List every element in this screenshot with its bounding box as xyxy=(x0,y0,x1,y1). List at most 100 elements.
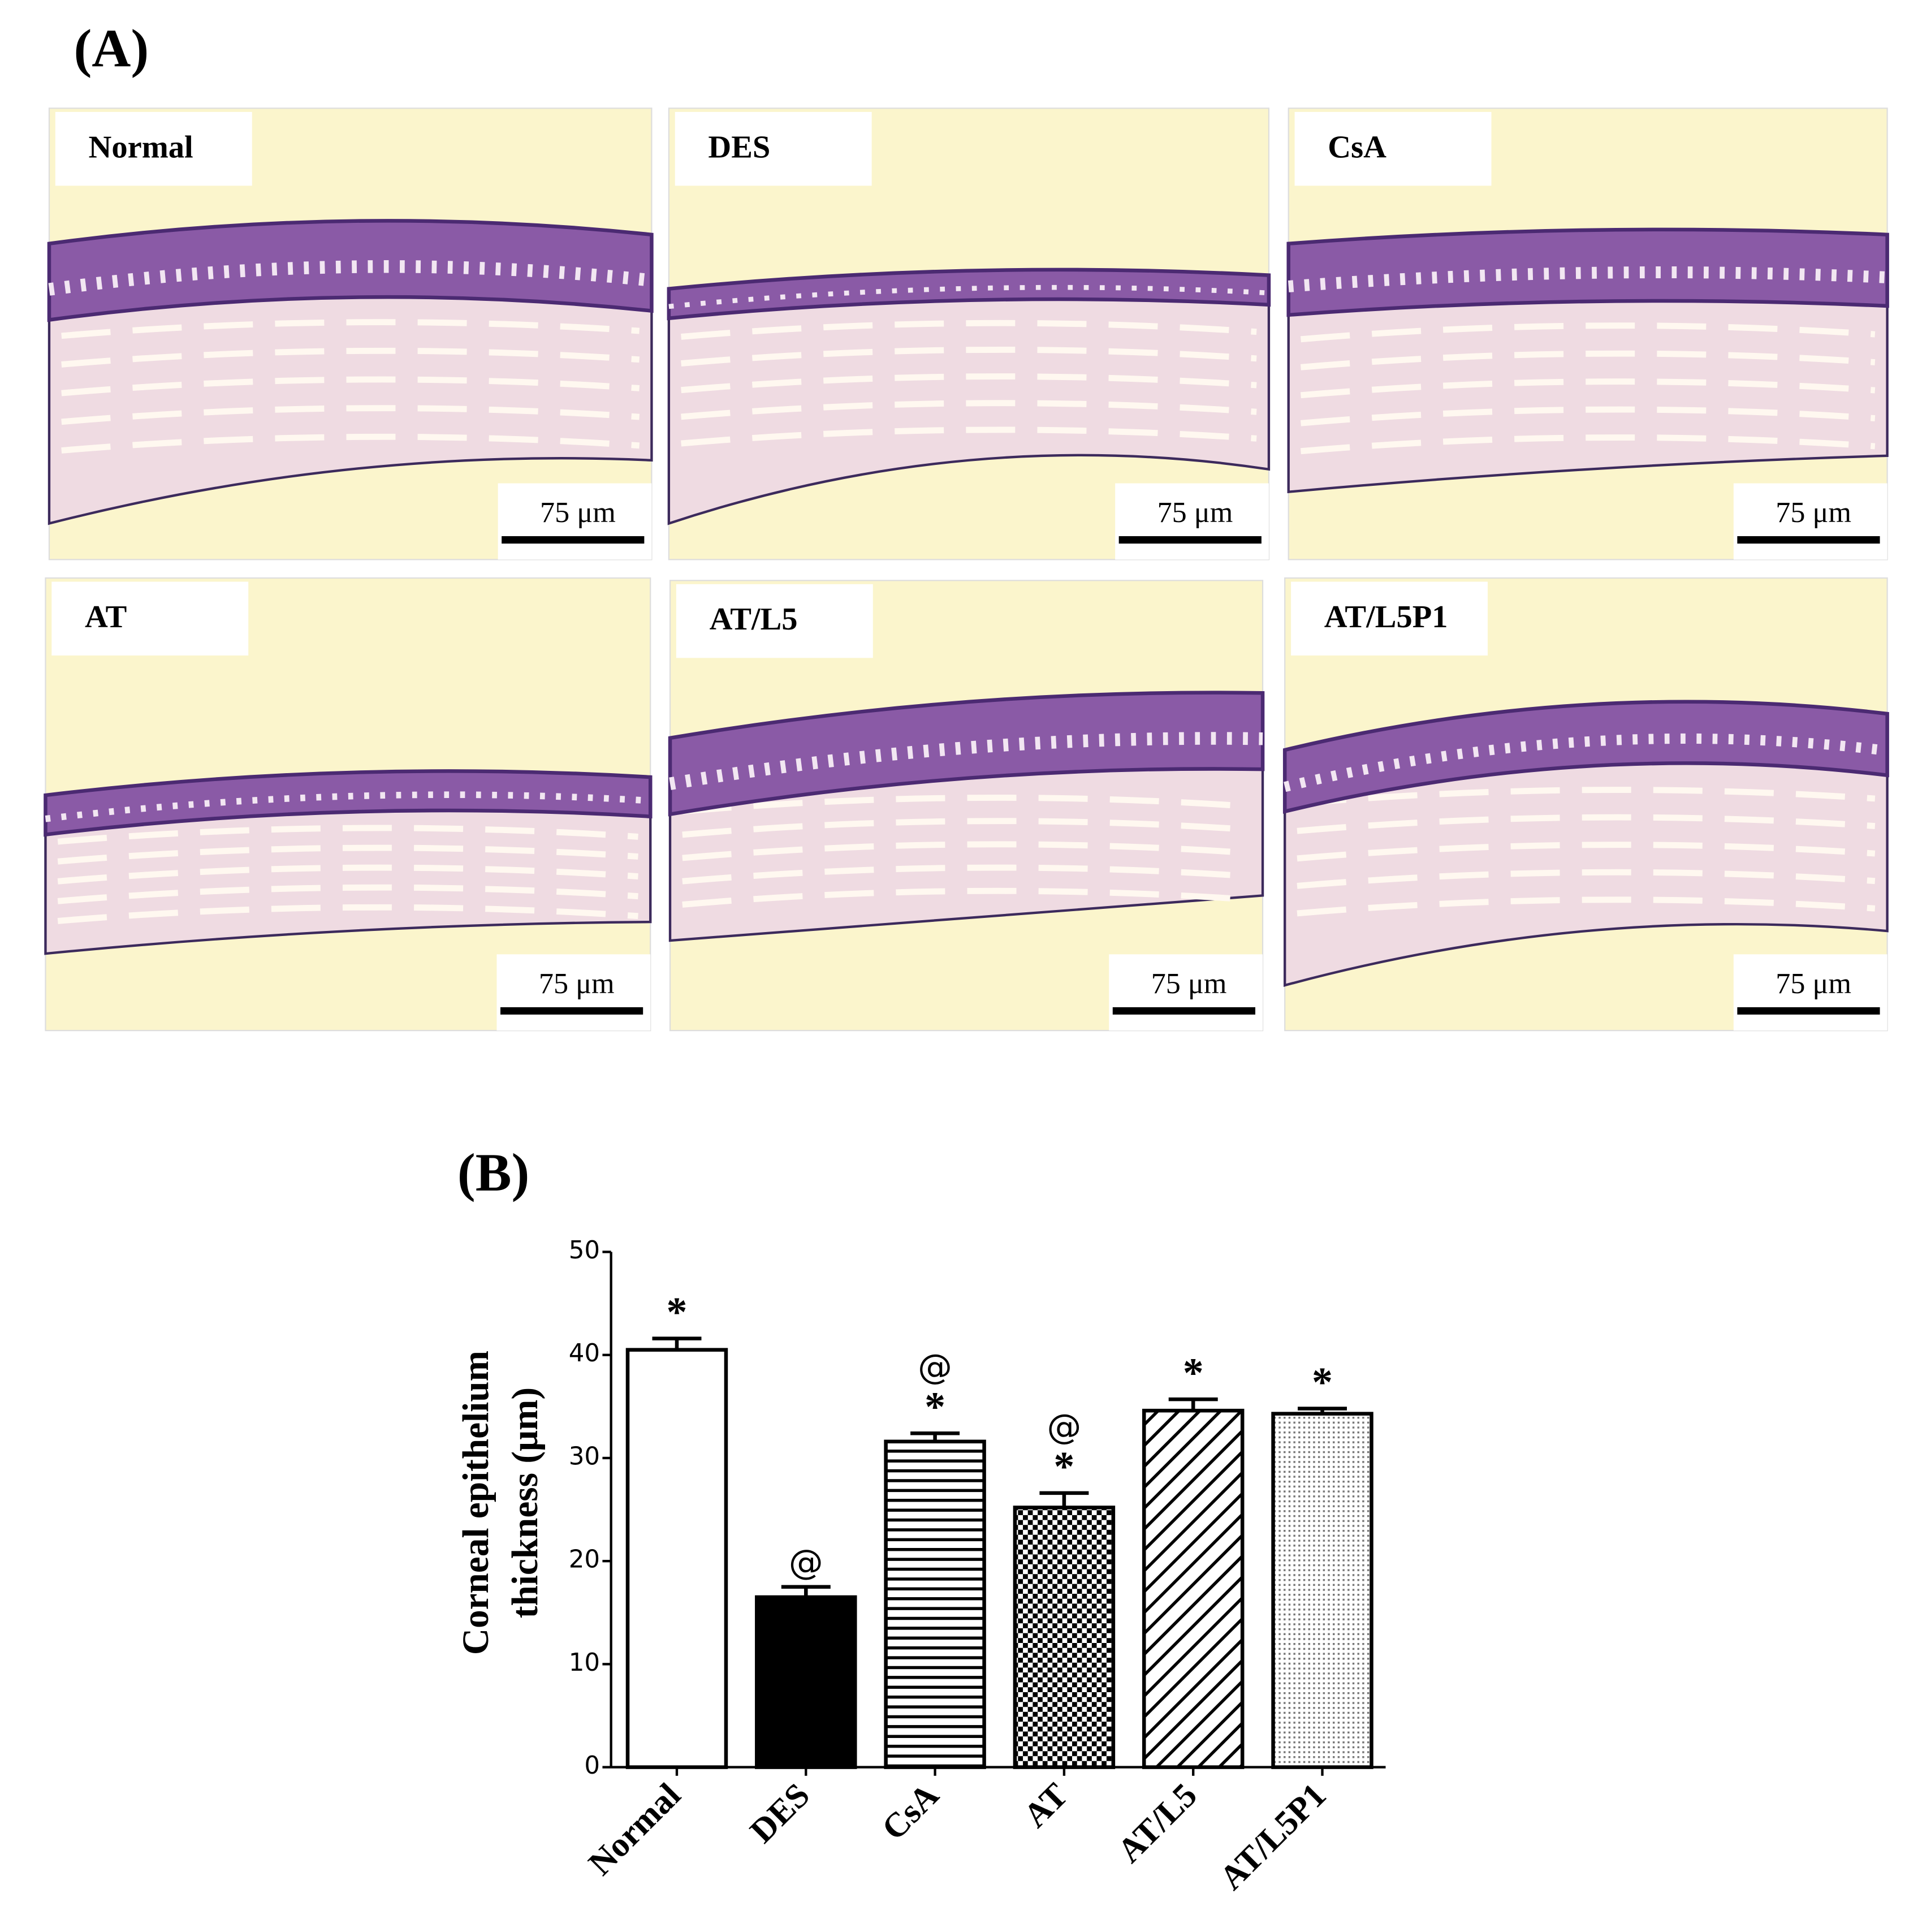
micrograph: Normal 75 μm xyxy=(47,107,654,560)
scale-text: 75 μm xyxy=(540,497,616,529)
stroma-streak xyxy=(1301,350,1876,370)
y-axis-label: Corneal epithelium xyxy=(456,1351,496,1655)
scale-box xyxy=(498,483,652,560)
micrograph: AT/L5 75 μm xyxy=(668,580,1265,1032)
significance-mark: @ xyxy=(789,1542,823,1582)
bar xyxy=(625,1348,728,1769)
epithelium-cells xyxy=(668,284,1269,309)
stroma-streak xyxy=(1297,869,1876,889)
bar xyxy=(884,1439,986,1769)
scale-text: 75 μm xyxy=(539,968,615,1000)
label-box xyxy=(1294,111,1492,186)
stroma-streak xyxy=(57,884,638,904)
significance-mark: * xyxy=(1183,1349,1204,1396)
epithelium xyxy=(668,691,1265,817)
y-tick-label: 30 xyxy=(569,1442,600,1470)
stroma-streak xyxy=(1301,322,1876,343)
stroma-streak xyxy=(57,904,638,924)
stroma-streak xyxy=(681,320,1257,340)
y-tick-label: 20 xyxy=(569,1546,600,1574)
bar xyxy=(1013,1506,1116,1769)
stroma-streak xyxy=(1297,842,1876,862)
stroma-streak xyxy=(57,864,638,885)
scale-box xyxy=(1733,483,1887,560)
stroma-streak xyxy=(681,373,1257,394)
stroma-streak xyxy=(682,841,1251,861)
micrograph: CsA 75 μm xyxy=(1286,107,1889,560)
x-tick-label: AT/L5 xyxy=(1111,1776,1204,1870)
stroma-streak xyxy=(61,319,640,339)
panel-title: AT/L5P1 xyxy=(1324,600,1448,635)
scale-text: 75 μm xyxy=(1776,497,1851,529)
bar-chart: (B) Corneal epithelium thickness (μm) 0 1… xyxy=(456,1142,1386,1897)
stroma-streak xyxy=(61,433,640,454)
stroma-streak xyxy=(1301,406,1876,426)
micrographs: Normal 75 μm DES 75 μm CsA 75 μm AT 75 μm AT/L5 7… xyxy=(44,107,1889,1032)
y-tick-label: 40 xyxy=(569,1339,600,1368)
panel-title: Normal xyxy=(89,130,193,165)
label-box xyxy=(676,584,873,658)
stroma-streak xyxy=(1297,896,1876,917)
stroma-streak xyxy=(1301,434,1876,455)
panel-label: (A) xyxy=(74,19,149,79)
x-tick-label: AT xyxy=(1017,1776,1075,1835)
stroma-streak xyxy=(681,346,1257,366)
epithelium xyxy=(47,219,654,322)
micrograph: AT/L5P1 75 μm xyxy=(1282,577,1889,1032)
stroma-streak xyxy=(682,818,1251,838)
panel-title: AT/L5 xyxy=(710,602,798,637)
stroma-streak xyxy=(1297,787,1876,807)
significance-mark: * xyxy=(667,1288,688,1335)
x-tick-label: CsA xyxy=(875,1776,946,1847)
label-box xyxy=(675,111,872,186)
x-tick-label: Normal xyxy=(581,1776,688,1882)
micrograph: DES 75 μm xyxy=(667,107,1271,560)
panel-label: (B) xyxy=(457,1142,530,1202)
significance-mark: * xyxy=(925,1383,945,1430)
epithelium-cells xyxy=(1284,733,1888,792)
panel-title: AT xyxy=(85,600,127,635)
epithelium xyxy=(1282,700,1889,814)
y-axis-label: thickness (μm) xyxy=(505,1387,546,1618)
label-box xyxy=(1291,581,1488,656)
scale-box xyxy=(1109,954,1263,1031)
stroma-streak xyxy=(61,376,640,396)
y-tick-label: 50 xyxy=(569,1236,600,1265)
stroma-streak xyxy=(1297,814,1876,834)
significance-mark: * xyxy=(1053,1443,1074,1490)
y-tick-label: 0 xyxy=(584,1752,600,1780)
significance-mark: @ xyxy=(918,1347,952,1387)
scale-text: 75 μm xyxy=(1776,968,1851,1000)
micrograph: AT 75 μm xyxy=(44,577,653,1032)
bar xyxy=(1142,1408,1245,1769)
epithelium xyxy=(667,268,1271,321)
stroma-streak xyxy=(61,405,640,425)
x-tick-label: AT/L5P1 xyxy=(1212,1776,1333,1897)
bar xyxy=(1271,1412,1373,1769)
significance-mark: @ xyxy=(1047,1407,1081,1447)
stroma-streak xyxy=(682,795,1251,815)
stroma-streak xyxy=(682,887,1251,908)
stroma-streak xyxy=(681,426,1257,447)
panel-title: CsA xyxy=(1328,130,1386,165)
stroma-streak xyxy=(681,400,1257,420)
epithelium xyxy=(44,769,653,837)
stroma-streak xyxy=(57,825,638,845)
stroma-streak xyxy=(682,864,1251,885)
scale-text: 75 μm xyxy=(1151,968,1227,1000)
scale-box xyxy=(1733,954,1887,1031)
stroma-streak xyxy=(1301,378,1876,399)
significance-mark: * xyxy=(1312,1359,1333,1405)
bar xyxy=(755,1595,857,1769)
scale-box xyxy=(496,954,651,1031)
epithelium-cells xyxy=(48,260,653,296)
label-box xyxy=(55,111,252,186)
y-tick-label: 10 xyxy=(569,1649,600,1677)
stroma-streak xyxy=(57,844,638,865)
scale-text: 75 μm xyxy=(1157,497,1233,529)
panel-title: DES xyxy=(708,130,770,165)
epithelium xyxy=(1286,227,1889,317)
scale-box xyxy=(1115,483,1269,560)
label-box xyxy=(51,581,249,656)
